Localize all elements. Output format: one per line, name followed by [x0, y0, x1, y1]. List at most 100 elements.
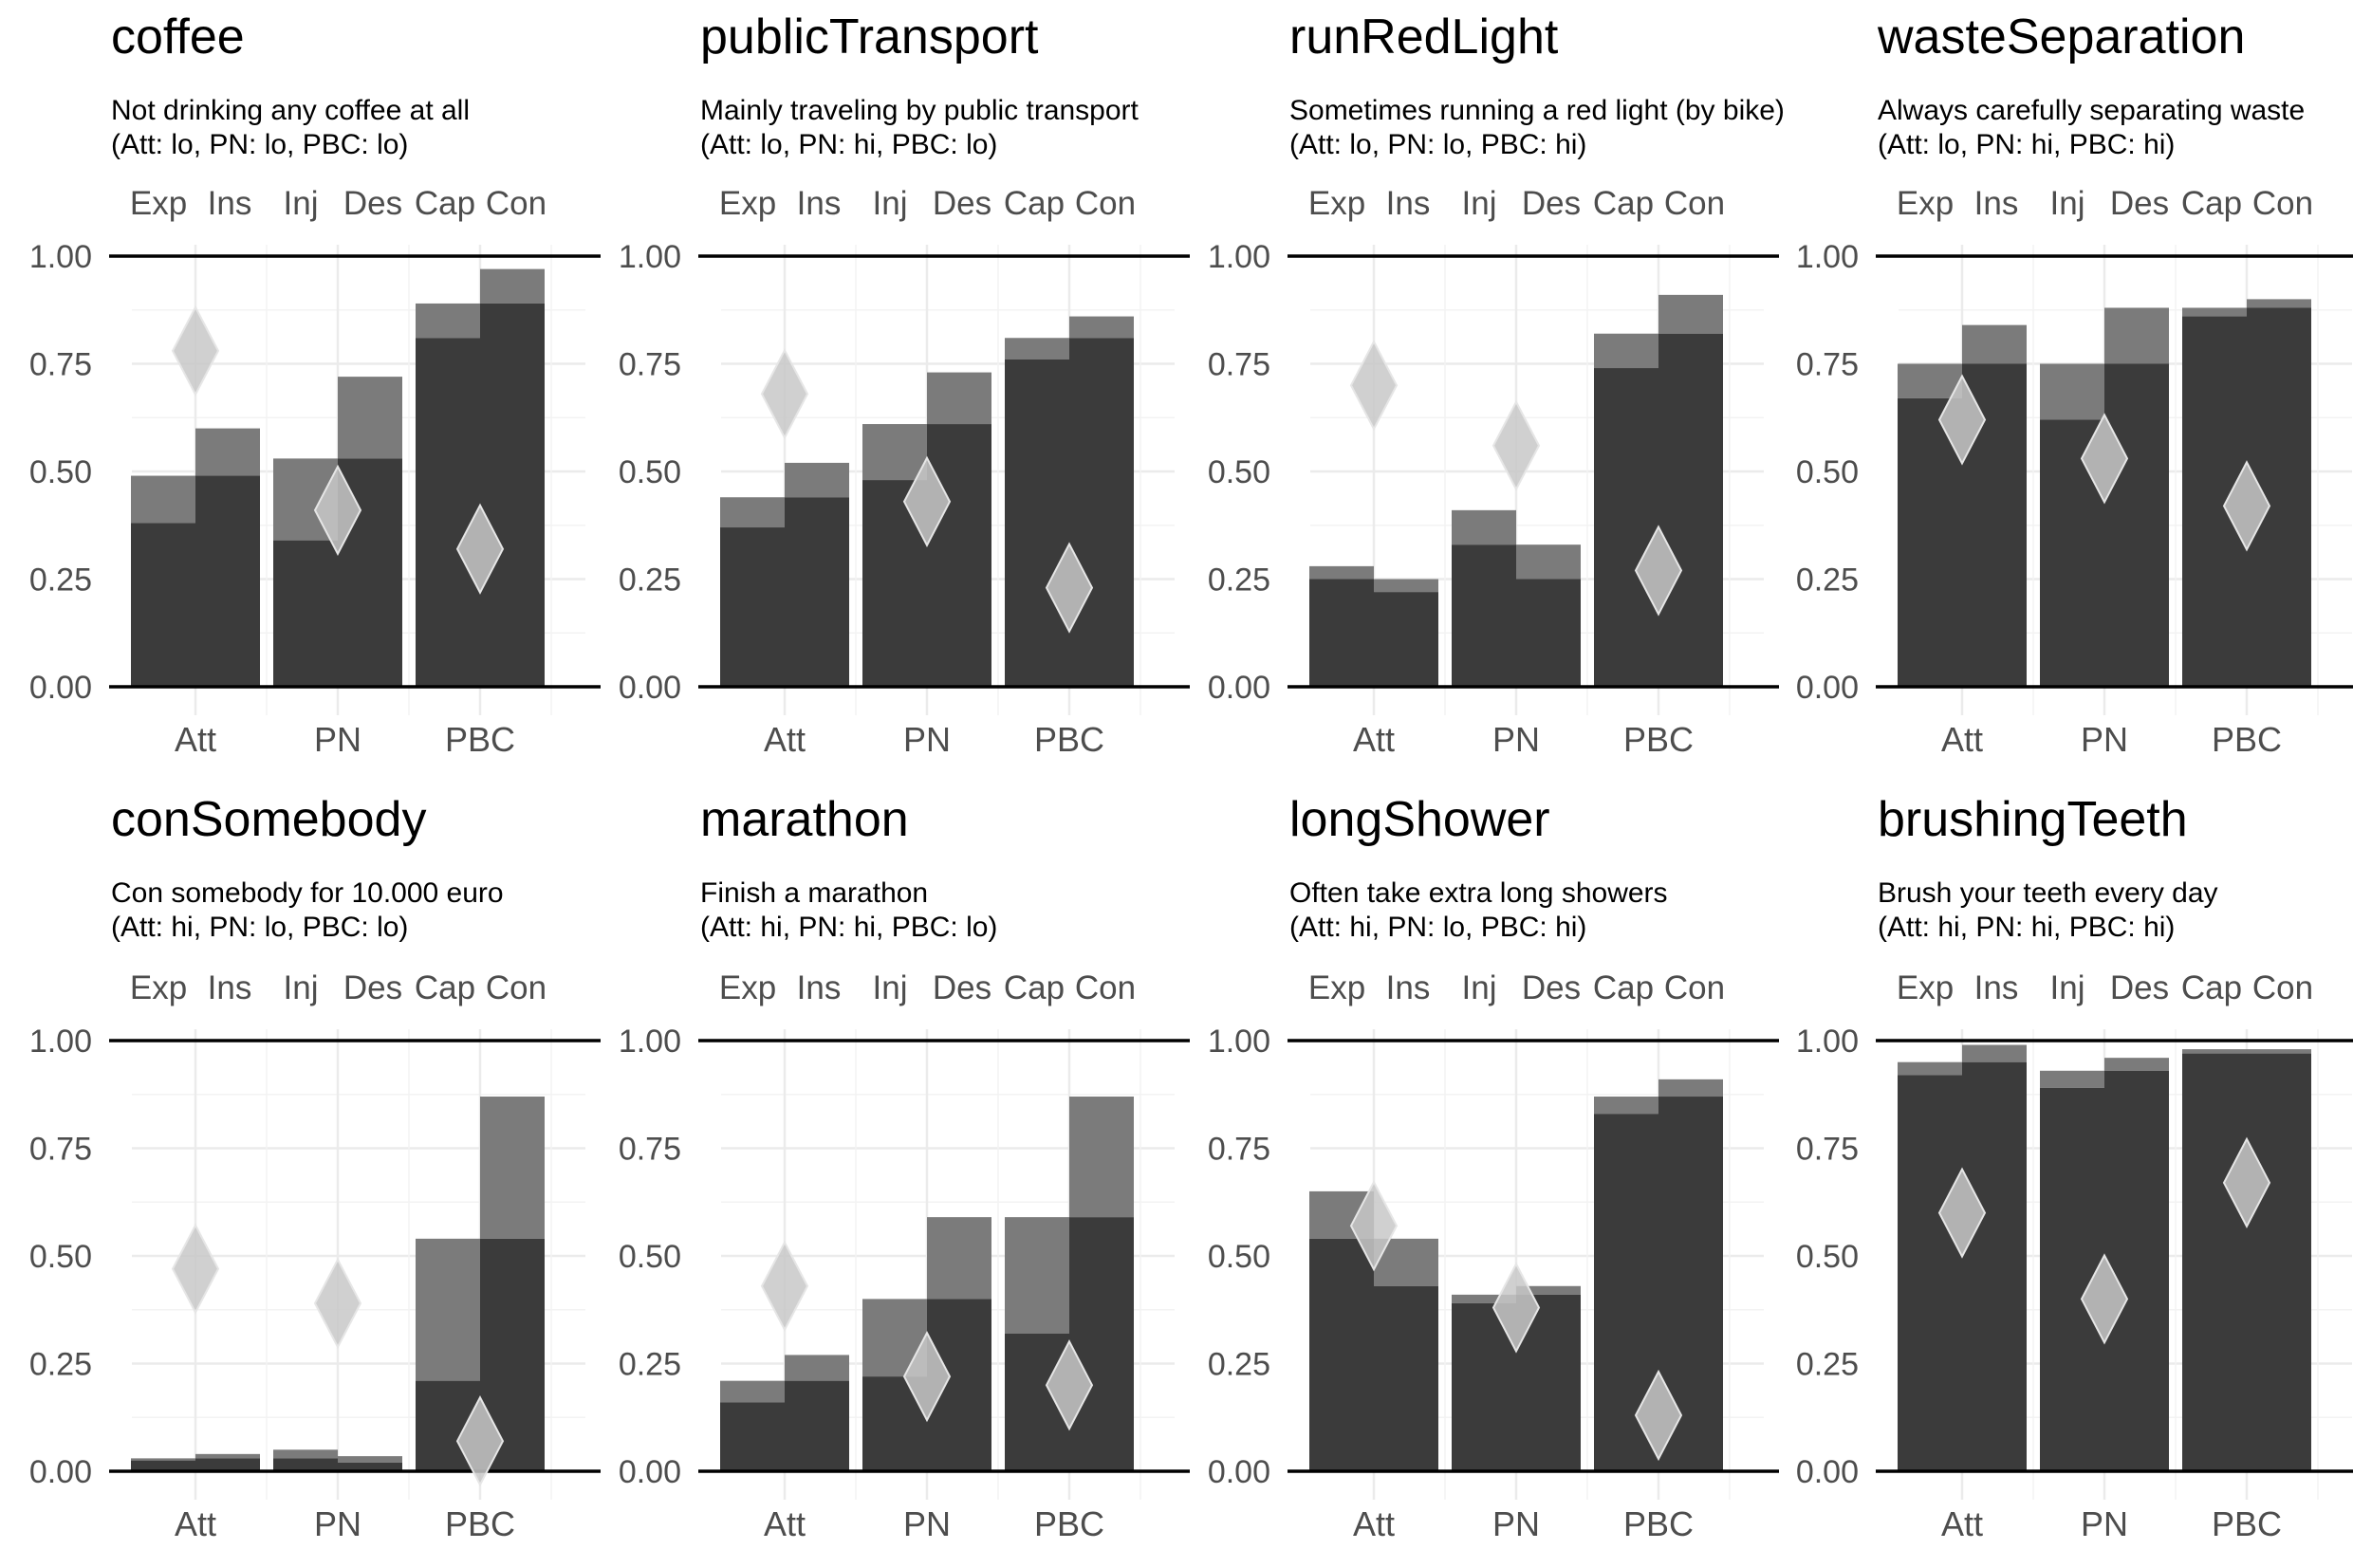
- top-axis-label-inj: Inj: [2050, 969, 2085, 1006]
- top-axis-label-cap: Cap: [1004, 969, 1065, 1006]
- y-tick-label: 0.00: [1208, 1454, 1270, 1490]
- bar-lower: [785, 497, 849, 687]
- panel-subtitle: Brush your teeth every day: [1878, 877, 2218, 909]
- top-axis-label-des: Des: [933, 969, 991, 1006]
- bar-lower: [1309, 1238, 1374, 1471]
- y-tick-label: 0.75: [1208, 347, 1270, 383]
- bar-lower: [1516, 579, 1581, 687]
- x-tick-label-pbc: PBC: [2212, 720, 2282, 759]
- panel-subtitle: Always carefully separating waste: [1878, 95, 2305, 126]
- bar-lower: [338, 1462, 402, 1471]
- y-tick-label: 0.50: [1796, 454, 1859, 490]
- panel-title: marathon: [700, 792, 909, 847]
- panel-longShower: longShower Often take extra long showers(…: [1208, 792, 1779, 1543]
- top-axis-label-inj: Inj: [1462, 969, 1497, 1006]
- mean-diamond-marker: [1937, 374, 1987, 466]
- bar-upper: [195, 1453, 260, 1459]
- top-axis-label-des: Des: [1522, 969, 1581, 1006]
- y-tick-label: 0.00: [1796, 1454, 1859, 1490]
- panel-title: brushingTeeth: [1878, 792, 2188, 847]
- top-axis-label-con: Con: [1075, 185, 1136, 222]
- panel-subtitle-conditions: (Att: hi, PN: lo, PBC: hi): [1289, 912, 1586, 943]
- top-axis-label-des: Des: [2110, 185, 2169, 222]
- bar-lower: [1898, 1075, 1962, 1471]
- y-tick-label: 1.00: [1208, 1024, 1270, 1060]
- panel-title: runRedLight: [1289, 9, 1559, 65]
- bar-lower: [720, 527, 785, 687]
- top-axis-label-exp: Exp: [1308, 185, 1365, 222]
- y-tick-label: 0.75: [1796, 1132, 1859, 1168]
- bar-upper: [338, 1456, 402, 1463]
- top-axis-label-ins: Ins: [797, 185, 842, 222]
- x-tick-label-pn: PN: [903, 1504, 951, 1543]
- bar-lower: [1658, 333, 1723, 687]
- top-axis-label-ins: Ins: [208, 969, 252, 1006]
- mean-diamond-marker: [2080, 1253, 2129, 1345]
- top-axis-label-ins: Ins: [1386, 185, 1431, 222]
- bar-upper: [131, 1458, 195, 1461]
- bar-lower: [131, 1460, 195, 1471]
- y-tick-label: 0.50: [1208, 454, 1270, 490]
- panel-subtitle-conditions: (Att: lo, PN: lo, PBC: lo): [111, 129, 408, 160]
- y-tick-label: 0.75: [1796, 347, 1859, 383]
- bar-lower: [1069, 338, 1134, 687]
- bar-upper: [720, 497, 785, 528]
- mean-diamond-marker: [1491, 1262, 1541, 1354]
- y-tick-label: 0.00: [1208, 670, 1270, 706]
- top-axis-label-ins: Ins: [208, 185, 252, 222]
- bar-upper: [785, 462, 849, 498]
- y-tick-label: 0.25: [29, 563, 92, 599]
- panel-coffee: coffee Not drinking any coffee at all(Att…: [29, 9, 601, 759]
- bar-upper: [2104, 307, 2169, 364]
- mean-diamond-marker: [1491, 399, 1541, 491]
- mean-diamond-marker: [2222, 1136, 2271, 1228]
- top-axis-label-cap: Cap: [2181, 185, 2242, 222]
- mean-diamond-marker: [455, 503, 505, 595]
- bar-upper: [720, 1380, 785, 1403]
- mean-diamond-marker: [760, 348, 809, 440]
- mean-diamond-marker: [1349, 340, 1399, 432]
- top-axis-label-exp: Exp: [1897, 969, 1954, 1006]
- bar-upper: [1962, 324, 2027, 364]
- y-tick-label: 0.25: [1208, 1347, 1270, 1383]
- x-tick-label-att: Att: [764, 720, 806, 759]
- mean-diamond-marker: [1349, 1180, 1399, 1272]
- top-axis-label-inj: Inj: [2050, 185, 2085, 222]
- panel-title: publicTransport: [700, 9, 1039, 65]
- top-axis-label-des: Des: [2110, 969, 2169, 1006]
- panel-title: wasteSeparation: [1877, 9, 2245, 65]
- panel-subtitle: Sometimes running a red light (by bike): [1289, 95, 1785, 126]
- mean-diamond-marker: [171, 304, 220, 397]
- y-tick-label: 1.00: [619, 1024, 681, 1060]
- bar-upper: [195, 428, 260, 476]
- mean-diamond-marker: [1937, 1167, 1987, 1259]
- y-tick-label: 0.50: [1796, 1239, 1859, 1275]
- bar-lower: [2182, 1053, 2247, 1471]
- y-tick-label: 0.75: [619, 1132, 681, 1168]
- bar-upper: [927, 372, 991, 425]
- top-axis-label-con: Con: [1664, 185, 1725, 222]
- bar-lower: [1898, 397, 1962, 687]
- panel-runRedLight: runRedLight Sometimes running a red light…: [1208, 9, 1785, 759]
- top-axis-label-des: Des: [343, 969, 402, 1006]
- y-tick-label: 1.00: [619, 239, 681, 275]
- mean-diamond-marker: [902, 1330, 952, 1423]
- y-tick-label: 0.25: [1796, 563, 1859, 599]
- bar-lower: [1374, 592, 1438, 687]
- y-tick-label: 0.00: [29, 670, 92, 706]
- bar-upper: [2247, 299, 2311, 308]
- x-tick-label-pn: PN: [2081, 720, 2128, 759]
- panel-title: conSomebody: [111, 792, 426, 847]
- bar-upper: [2040, 1070, 2104, 1088]
- mean-diamond-marker: [171, 1223, 220, 1315]
- bar-lower: [927, 424, 991, 687]
- bar-upper: [2182, 1049, 2247, 1054]
- panel-conSomebody: conSomebody Con somebody for 10.000 euro(…: [29, 792, 601, 1543]
- top-axis-label-exp: Exp: [1308, 969, 1365, 1006]
- bar-lower: [195, 1458, 260, 1471]
- panel-subtitle-conditions: (Att: hi, PN: hi, PBC: hi): [1878, 912, 2175, 943]
- bar-upper: [480, 1097, 545, 1239]
- x-tick-label-pbc: PBC: [1034, 1504, 1104, 1543]
- x-tick-label-pbc: PBC: [2212, 1504, 2282, 1543]
